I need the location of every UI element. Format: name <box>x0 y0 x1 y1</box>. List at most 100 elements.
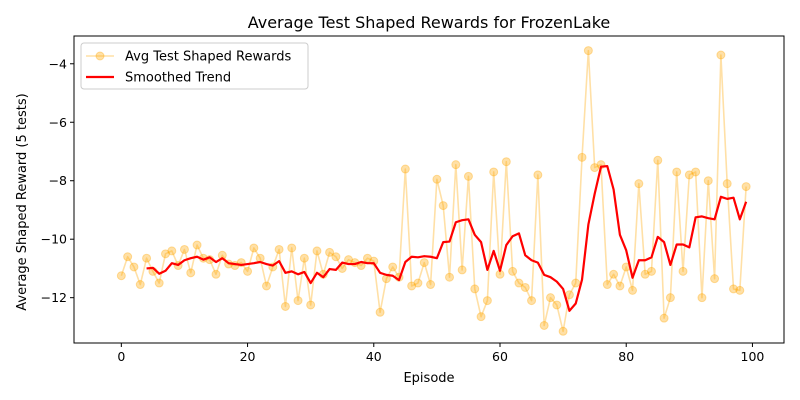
data-point <box>331 252 341 262</box>
data-point <box>577 152 587 162</box>
data-point <box>261 281 271 291</box>
data-point <box>438 201 448 211</box>
data-point <box>482 296 492 306</box>
data-point <box>665 293 675 303</box>
data-point <box>451 160 461 170</box>
y-tick-label: −4 <box>49 56 67 71</box>
chart-title: Average Test Shaped Rewards for FrozenLa… <box>248 13 611 32</box>
y-tick-label: −6 <box>49 115 67 130</box>
data-point <box>508 266 518 276</box>
data-point <box>407 281 417 291</box>
data-point <box>684 170 694 180</box>
data-point <box>697 293 707 303</box>
data-point <box>419 258 429 268</box>
data-point <box>129 262 139 272</box>
data-point <box>533 170 543 180</box>
data-point <box>602 280 612 290</box>
y-axis-label: Average Shaped Reward (5 tests) <box>15 93 30 310</box>
data-point <box>280 301 290 311</box>
legend-box <box>80 42 309 90</box>
data-point <box>154 278 164 288</box>
x-axis-label: Episode <box>403 371 454 386</box>
y-tick-label: −12 <box>41 290 67 305</box>
x-axis: 0 20 40 60 80 100 <box>117 343 764 364</box>
data-point <box>527 296 537 306</box>
data-point <box>710 274 720 284</box>
data-point <box>735 285 745 295</box>
data-point <box>400 164 410 174</box>
data-point <box>703 176 713 186</box>
data-point <box>142 253 152 263</box>
data-point <box>615 281 625 291</box>
data-point <box>659 313 669 323</box>
data-point <box>179 244 189 254</box>
data-point <box>590 163 600 173</box>
data-point <box>716 50 726 60</box>
data-point <box>539 320 549 330</box>
data-point <box>653 155 663 165</box>
data-point <box>514 278 524 288</box>
data-point <box>445 272 455 282</box>
data-point <box>274 244 284 254</box>
data-point <box>722 179 732 189</box>
x-tick-label: 0 <box>117 349 125 364</box>
data-point <box>135 280 145 290</box>
data-point <box>116 271 126 281</box>
legend-label: Smoothed Trend <box>125 71 231 86</box>
legend-marker-raw <box>95 51 105 61</box>
data-point <box>545 293 555 303</box>
data-point <box>583 46 593 56</box>
data-point <box>211 269 221 279</box>
data-point <box>426 280 436 290</box>
legend: Avg Test Shaped Rewards Smoothed Trend <box>80 42 309 90</box>
data-point <box>520 282 530 292</box>
series-layer <box>116 46 751 336</box>
data-point <box>123 252 133 262</box>
data-point <box>325 247 335 257</box>
data-point <box>287 243 297 253</box>
data-point <box>249 243 259 253</box>
data-point <box>432 174 442 184</box>
data-point <box>388 262 398 272</box>
data-point <box>691 167 701 177</box>
x-tick-label: 20 <box>240 349 256 364</box>
data-point <box>571 278 581 288</box>
data-point <box>375 307 385 317</box>
data-point <box>457 265 467 275</box>
data-point <box>293 296 303 306</box>
y-tick-label: −8 <box>49 173 67 188</box>
data-point <box>609 269 619 279</box>
x-tick-label: 100 <box>741 349 765 364</box>
y-tick-label: −10 <box>41 232 67 247</box>
data-point <box>489 167 499 177</box>
data-point <box>167 246 177 256</box>
data-point <box>628 285 638 295</box>
data-point <box>558 326 568 336</box>
data-point <box>192 240 202 250</box>
data-point <box>476 312 486 322</box>
data-point <box>501 157 511 167</box>
data-point <box>672 167 682 177</box>
data-point <box>640 269 650 279</box>
data-point <box>552 300 562 310</box>
y-axis: −12 −10 −8 −6 −4 <box>41 56 74 305</box>
data-point <box>312 246 322 256</box>
data-point <box>678 266 688 276</box>
plot-frame <box>73 35 785 344</box>
x-tick-label: 40 <box>366 349 382 364</box>
x-tick-label: 80 <box>618 349 634 364</box>
data-point <box>741 182 751 192</box>
data-point <box>729 284 739 294</box>
data-point <box>243 266 253 276</box>
data-point <box>186 268 196 278</box>
data-point <box>634 179 644 189</box>
data-point <box>646 266 656 276</box>
data-point <box>463 171 473 181</box>
data-point <box>299 253 309 263</box>
data-point <box>413 278 423 288</box>
x-tick-label: 60 <box>492 349 508 364</box>
legend-label: Avg Test Shaped Rewards <box>125 50 291 65</box>
data-point <box>161 249 171 259</box>
series-smoothed-line <box>146 165 748 312</box>
